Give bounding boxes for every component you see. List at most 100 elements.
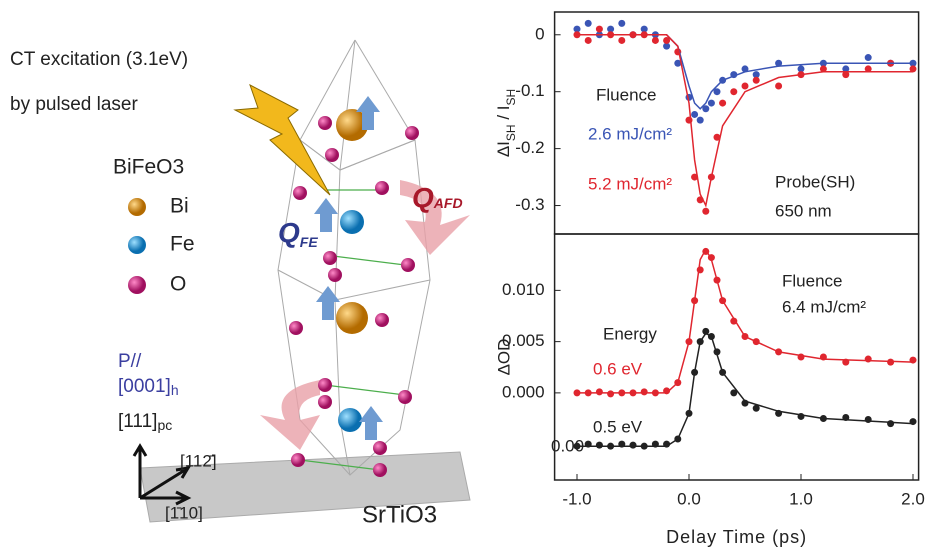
substrate [139,451,471,523]
data-point [584,36,592,44]
label: [111]pc [118,411,172,433]
legend-label: Fe [170,233,195,256]
data-point [618,19,626,27]
axes-arrows [132,443,192,506]
label: QFE [278,217,318,249]
label: [112̄] [180,451,217,470]
fit-line [577,34,913,208]
data-point [573,25,581,33]
fe-atom [338,408,362,432]
y-tick-label: 0.010 [502,280,545,299]
data-point [730,88,738,96]
x-axis-label: Delay Time (ps) [666,527,807,547]
data-point [864,65,872,73]
data-point [674,59,682,67]
annotation: Probe(SH) [775,172,855,191]
label: SrTiO3 [362,501,437,528]
bond [299,459,381,471]
data-point [640,388,648,396]
lattice [334,279,431,301]
annotation: 650 nm [775,201,832,220]
data-point [702,327,710,335]
label: QAFD [412,182,463,213]
crystal-diagram: CT excitation (3.1eV) by pulsed laser Bi… [10,39,471,528]
data-point [741,65,749,73]
annotation: 2.6 mJ/cm² [588,124,672,143]
data-point [707,99,715,107]
legend-o [128,276,146,294]
afd-arrow [400,180,470,255]
label: h [171,382,179,398]
bond [324,384,406,396]
y-tick-label: -0.2 [515,138,544,157]
bi-atom [336,302,368,334]
data-point [607,390,615,398]
y-axis-label-part: ΔI [494,141,513,157]
y-axis-label-part: / I [494,106,513,125]
bond [324,254,406,266]
label: Q [412,182,434,213]
annotation: Fluence [782,271,842,290]
annotation: 0.5 eV [593,417,643,436]
label: [1̄10] [165,503,203,522]
data-point [595,441,603,449]
y-tick-label: 0 [535,24,544,43]
annotation: 5.2 mJ/cm² [588,174,672,193]
data-point [864,416,872,424]
y-tick-label: 0.000 [502,382,545,401]
data-point [663,36,671,44]
data-point [741,82,749,90]
data-point [651,36,659,44]
label: [0001] [118,376,171,397]
data-point [775,59,783,67]
data-point [752,76,760,84]
y-tick-label: -0.3 [515,195,544,214]
y-axis-label: ΔISH / ISH [494,89,518,157]
label: BiFeO3 [113,156,184,179]
label: P// [118,351,142,372]
label: CT excitation (3.1eV) [10,49,188,70]
annotation: 6.4 mJ/cm² [782,297,866,316]
x-tick-label: -1.0 [562,489,591,508]
data-point [752,71,760,79]
fit-line [577,247,914,394]
data-point [719,99,727,107]
y-tick-label: 0.005 [502,331,545,350]
data-point [842,71,850,79]
label: AFD [433,195,463,211]
y-axis-label-part: SH [504,124,518,141]
data-point [775,82,783,90]
fe-atom [340,210,364,234]
bi-atom [336,109,368,141]
annotation: Fluence [596,85,656,104]
label: pc [157,417,172,433]
annotation: 0.6 eV [593,359,643,378]
polar-arrows [314,96,383,440]
data-point [713,133,721,141]
data-point [909,65,917,73]
data-point [691,110,699,118]
label: by pulsed laser [10,94,138,115]
o-atoms [289,116,419,477]
data-point [797,65,805,73]
data-point [595,25,603,33]
label: [0001]h [118,376,179,398]
data-point [713,88,721,96]
y-axis-label-part: SH [504,89,518,106]
x-tick-label: 0.0 [677,489,701,508]
label: Q [278,217,300,248]
plot-frame [553,11,920,235]
legend-fe [128,236,146,254]
y-axis-label: ΔOD [494,339,513,376]
data-point [752,404,760,412]
data-point [696,116,704,124]
x-tick-label: 2.0 [901,489,925,508]
label: FE [300,234,319,250]
data-point [584,19,592,27]
annotation: 0.00 [551,436,584,455]
plot-frame [553,233,920,481]
data-point [730,389,738,397]
x-tick-label: 1.0 [789,489,813,508]
data-point [887,420,895,428]
